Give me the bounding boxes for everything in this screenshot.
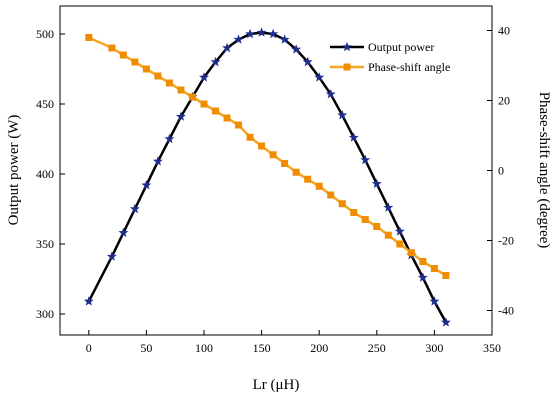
data-point: [371, 178, 382, 189]
data-point: [131, 58, 139, 66]
data-point: [129, 203, 140, 214]
data-point: [373, 223, 381, 230]
legend: Output power Phase-shift angle: [330, 40, 450, 74]
data-point: [417, 272, 428, 282]
data-point: [315, 182, 323, 190]
x-axis-ticks: 0 50 100 150 200 250 300 350: [86, 330, 501, 355]
data-point: [429, 296, 440, 306]
data-point: [222, 42, 232, 53]
data-point: [108, 44, 116, 52]
x-tick-label: 100: [195, 341, 213, 355]
data-point: [245, 28, 256, 39]
data-point: [210, 56, 221, 67]
data-point: [350, 209, 358, 216]
data-point: [165, 79, 173, 87]
y-right-tick-label: 20: [498, 94, 510, 108]
series-phase-shift-angle: [85, 34, 450, 279]
x-tick-label: 150: [253, 341, 271, 355]
data-point: [440, 317, 451, 327]
y-left-tick-label: 300: [36, 307, 54, 321]
x-tick-label: 350: [483, 341, 501, 355]
data-point: [85, 34, 93, 41]
legend-marker-output-power: [342, 41, 352, 52]
data-point: [430, 265, 438, 272]
data-point: [292, 168, 300, 176]
data-point: [258, 142, 266, 150]
data-point: [118, 227, 129, 238]
data-point: [407, 249, 415, 257]
data-point: [360, 154, 371, 165]
data-point: [394, 226, 405, 236]
data-point: [281, 160, 289, 167]
data-point: [212, 107, 220, 115]
data-point: [279, 34, 290, 44]
data-point: [119, 51, 127, 59]
data-point: [142, 65, 150, 73]
y-right-axis-title: Phase-shift angle (degree): [536, 92, 550, 249]
data-point: [314, 72, 325, 82]
data-point: [419, 258, 427, 265]
data-point: [442, 272, 450, 279]
x-tick-label: 0: [86, 341, 92, 355]
data-point: [106, 251, 117, 261]
legend-marker-phase-shift: [343, 63, 351, 71]
data-point: [327, 191, 335, 199]
data-point: [188, 93, 196, 101]
data-point: [302, 56, 313, 67]
data-point: [384, 231, 392, 239]
data-point: [325, 89, 336, 99]
data-point: [268, 28, 279, 39]
data-point: [348, 132, 359, 142]
series-output-power: [83, 27, 451, 327]
data-point: [176, 111, 186, 121]
y-left-tick-label: 350: [36, 237, 54, 251]
y-right-axis-ticks: -40 -20 0 20 40: [487, 24, 514, 318]
data-point: [235, 121, 243, 129]
y-left-axis-title: Output power (W): [6, 115, 22, 226]
y-right-tick-label: -40: [498, 304, 514, 318]
y-right-tick-label: -20: [498, 234, 514, 248]
legend-label-phase-shift: Phase-shift angle: [368, 60, 450, 74]
x-tick-label: 50: [140, 341, 152, 355]
data-point: [164, 133, 175, 144]
y-right-tick-label: 0: [498, 164, 504, 178]
y-right-tick-label: 40: [498, 24, 510, 38]
data-point: [223, 114, 231, 122]
data-point: [396, 240, 404, 248]
series-line-output-power: [87, 31, 448, 324]
data-point: [199, 72, 209, 82]
y-left-tick-label: 400: [36, 167, 54, 181]
y-left-axis-ticks: 300 350 400 450 500: [36, 27, 65, 321]
data-point: [83, 296, 94, 306]
data-point: [291, 44, 302, 54]
data-point: [337, 110, 348, 120]
series-layer: [83, 27, 451, 327]
legend-label-output-power: Output power: [368, 40, 434, 54]
data-point: [200, 100, 208, 108]
x-tick-label: 200: [310, 341, 328, 355]
data-point: [256, 27, 267, 37]
x-axis-title: Lr (μH): [253, 377, 300, 393]
data-point: [141, 180, 152, 190]
data-point: [383, 202, 394, 212]
x-tick-label: 300: [425, 341, 443, 355]
data-point: [361, 216, 369, 223]
data-point: [154, 72, 162, 80]
data-point: [269, 151, 277, 159]
y-left-tick-label: 450: [36, 97, 54, 111]
data-point: [177, 86, 185, 94]
y-left-tick-label: 500: [36, 27, 54, 41]
x-tick-label: 250: [368, 341, 386, 355]
data-point: [338, 200, 346, 208]
data-point: [304, 175, 312, 183]
data-point: [233, 34, 244, 44]
data-point: [246, 133, 254, 141]
data-point: [152, 156, 163, 166]
